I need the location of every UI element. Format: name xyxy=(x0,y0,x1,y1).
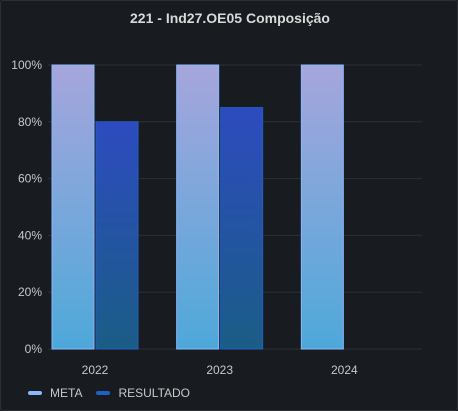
y-tick-label: 100% xyxy=(11,58,42,72)
x-tick-label: 2024 xyxy=(331,363,358,377)
bar-meta-2023[interactable] xyxy=(176,64,220,350)
y-tick-label: 0% xyxy=(25,342,43,356)
y-tick-label: 40% xyxy=(18,228,42,242)
legend: META RESULTADO xyxy=(28,386,204,400)
y-tick-label: 20% xyxy=(18,285,42,299)
bars xyxy=(51,64,344,350)
legend-item-resultado[interactable]: RESULTADO xyxy=(96,386,190,400)
y-tick-label: 80% xyxy=(18,115,42,129)
legend-label-meta: META xyxy=(50,386,83,400)
bar-meta-2022[interactable] xyxy=(51,64,95,350)
legend-item-meta[interactable]: META xyxy=(28,386,82,400)
bar-meta-2024[interactable] xyxy=(300,64,344,350)
legend-swatch-resultado xyxy=(96,391,111,395)
x-tick-label: 2022 xyxy=(82,363,109,377)
panel-title: 221 - Ind27.OE05 Composição xyxy=(130,10,330,26)
x-axis-ticks: 2022 2023 2024 xyxy=(82,363,358,377)
bar-resultado-2023[interactable] xyxy=(220,107,264,350)
x-tick-label: 2023 xyxy=(206,363,233,377)
legend-swatch-meta xyxy=(28,391,42,395)
y-tick-label: 60% xyxy=(18,172,42,186)
bar-resultado-2022[interactable] xyxy=(95,121,139,350)
y-axis-ticks: 0% 20% 40% 60% 80% 100% xyxy=(11,58,42,356)
legend-label-resultado: RESULTADO xyxy=(118,386,191,400)
